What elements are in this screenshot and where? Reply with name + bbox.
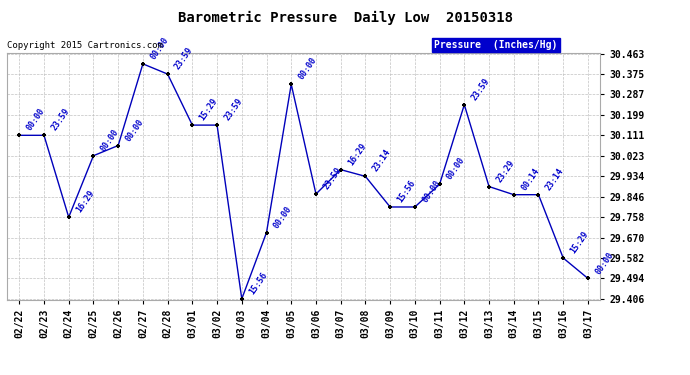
- Text: 23:59: 23:59: [50, 107, 71, 132]
- Text: 15:56: 15:56: [247, 270, 269, 296]
- Point: [409, 204, 420, 210]
- Text: 00:00: 00:00: [99, 127, 121, 153]
- Text: 00:00: 00:00: [272, 204, 294, 230]
- Text: 23:14: 23:14: [371, 148, 393, 174]
- Point: [509, 192, 520, 198]
- Text: 00:00: 00:00: [445, 156, 467, 182]
- Text: 00:00: 00:00: [297, 56, 319, 81]
- Text: Pressure  (Inches/Hg): Pressure (Inches/Hg): [434, 40, 558, 50]
- Point: [39, 132, 50, 138]
- Text: Barometric Pressure  Daily Low  20150318: Barometric Pressure Daily Low 20150318: [177, 11, 513, 26]
- Text: Copyright 2015 Cartronics.com: Copyright 2015 Cartronics.com: [8, 41, 164, 50]
- Point: [533, 192, 544, 198]
- Point: [286, 81, 297, 87]
- Text: 16:29: 16:29: [346, 141, 368, 167]
- Point: [434, 181, 445, 187]
- Text: 23:59: 23:59: [173, 46, 195, 71]
- Text: 00:00: 00:00: [25, 107, 46, 132]
- Text: 00:00: 00:00: [593, 250, 615, 276]
- Point: [162, 71, 173, 77]
- Text: 16:29: 16:29: [75, 189, 96, 214]
- Point: [63, 214, 75, 220]
- Text: 15:29: 15:29: [198, 97, 219, 122]
- Point: [88, 153, 99, 159]
- Text: 00:00: 00:00: [420, 178, 442, 204]
- Point: [459, 102, 470, 108]
- Text: 15:29: 15:29: [569, 230, 591, 255]
- Point: [112, 142, 124, 148]
- Text: 23:59: 23:59: [322, 166, 343, 191]
- Point: [137, 61, 148, 67]
- Text: 15:56: 15:56: [395, 178, 417, 204]
- Text: 00:14: 00:14: [520, 166, 541, 192]
- Point: [335, 166, 346, 172]
- Text: 23:59: 23:59: [223, 97, 244, 122]
- Text: 23:29: 23:29: [495, 158, 516, 184]
- Point: [384, 204, 395, 210]
- Point: [187, 122, 198, 128]
- Text: 00:00: 00:00: [148, 36, 170, 61]
- Point: [261, 230, 272, 236]
- Point: [236, 296, 247, 302]
- Point: [14, 132, 25, 138]
- Point: [310, 191, 322, 197]
- Point: [484, 184, 495, 190]
- Point: [558, 255, 569, 261]
- Text: 23:59: 23:59: [470, 76, 491, 102]
- Text: 23:14: 23:14: [544, 166, 566, 192]
- Point: [582, 275, 593, 281]
- Text: 00:00: 00:00: [124, 117, 146, 143]
- Point: [360, 173, 371, 179]
- Point: [212, 122, 223, 128]
